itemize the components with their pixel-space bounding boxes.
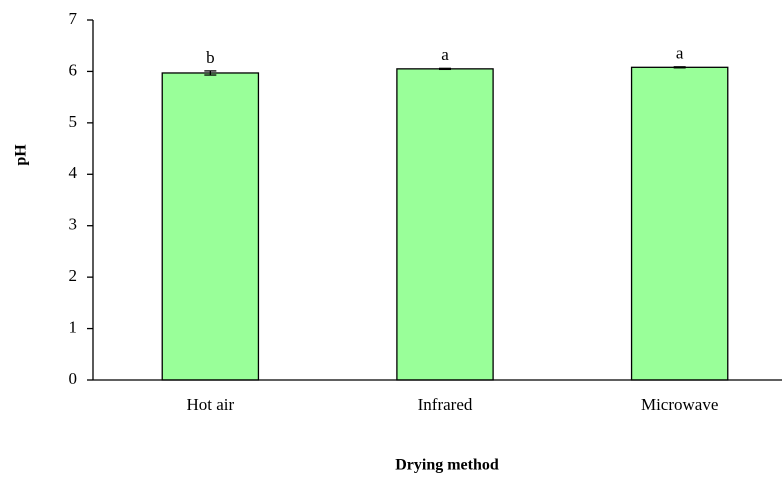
y-tick-label: 3 <box>69 215 78 234</box>
x-tick-label: Microwave <box>641 395 718 414</box>
y-tick-label: 2 <box>69 266 78 285</box>
y-tick-label: 0 <box>69 369 78 388</box>
y-tick-label: 6 <box>69 60 78 79</box>
y-tick-label: 5 <box>69 112 78 131</box>
annotation: a <box>676 44 684 63</box>
annotation: a <box>441 45 449 64</box>
y-axis-label: pH <box>13 144 30 166</box>
bar <box>396 68 494 381</box>
x-tick-label: Infrared <box>418 395 473 414</box>
x-tick-label: Hot air <box>186 395 234 414</box>
x-axis-label: Drying method <box>395 457 499 474</box>
y-tick-label: 1 <box>69 317 78 336</box>
y-tick-label: 7 <box>69 9 78 28</box>
bar <box>630 66 729 381</box>
bar <box>161 72 260 381</box>
y-tick-label: 4 <box>69 163 78 182</box>
annotation: b <box>206 48 215 67</box>
